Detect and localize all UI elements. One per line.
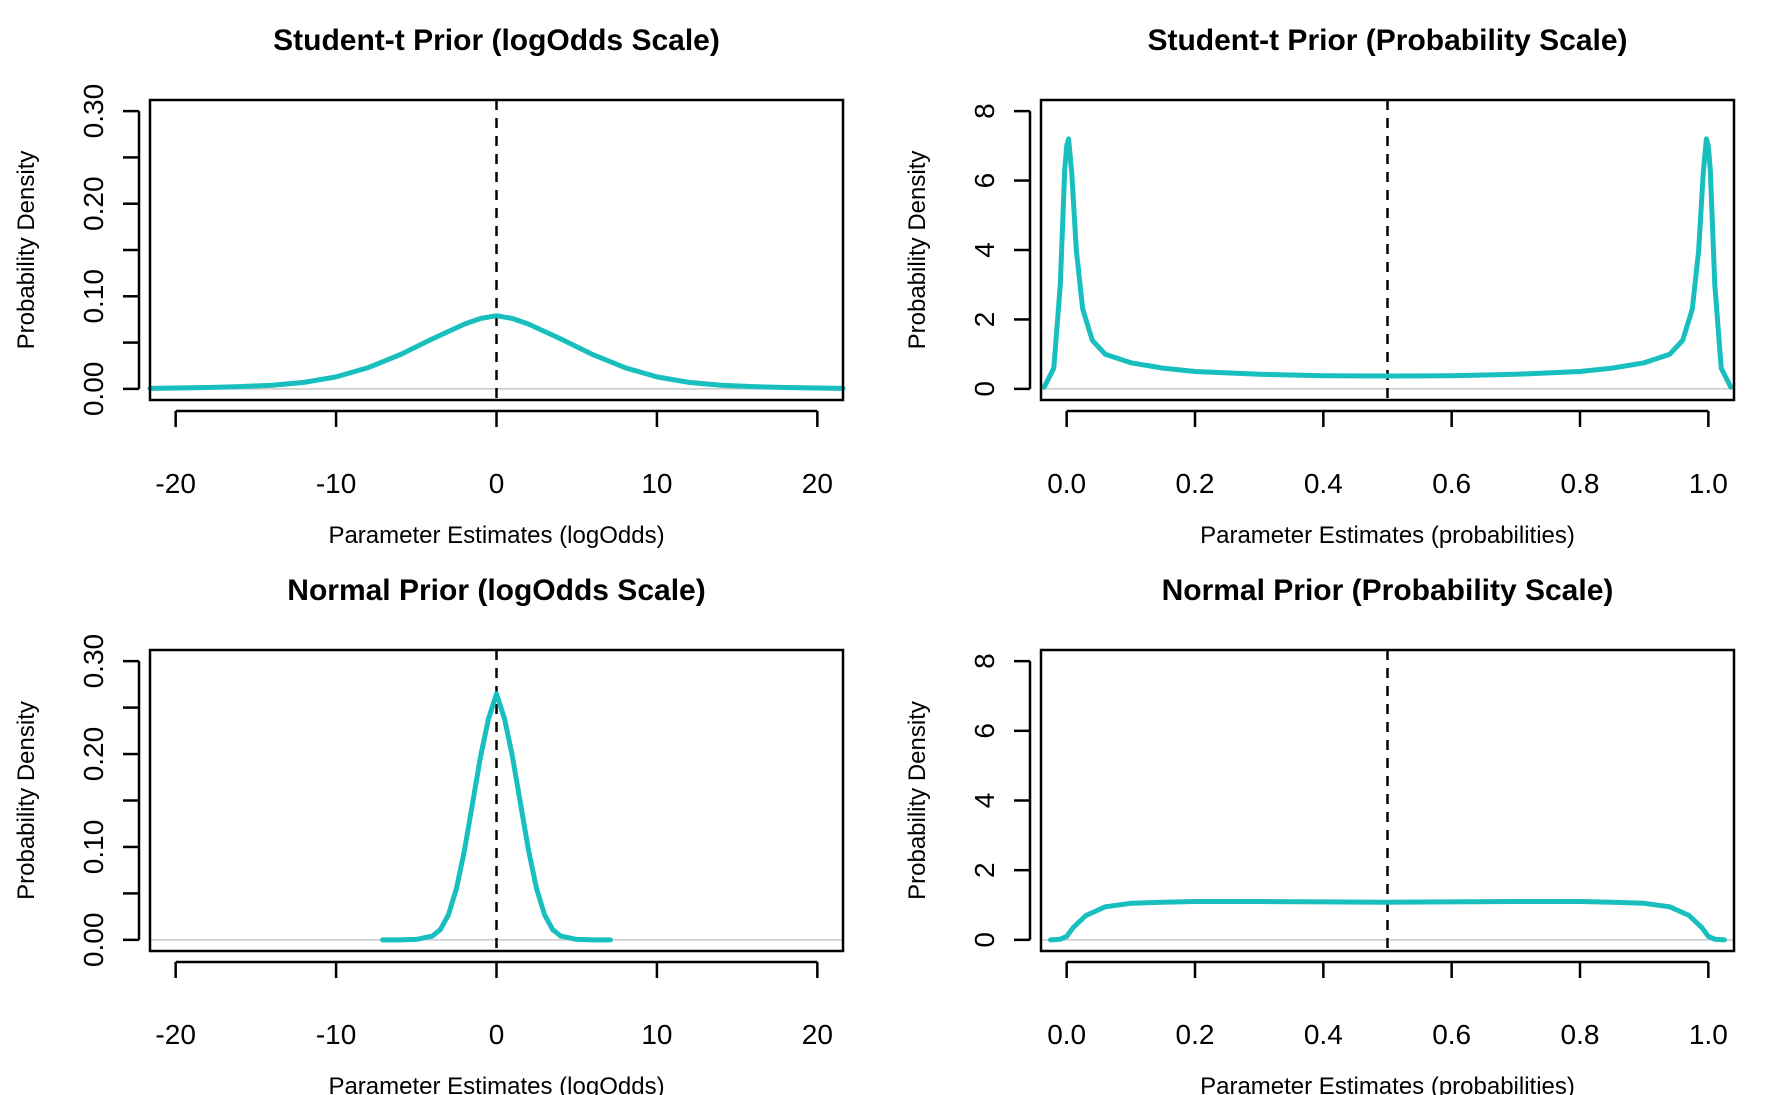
y-tick-label: 8 [969, 653, 1000, 669]
panel-title: Student-t Prior (Probability Scale) [1147, 24, 1627, 57]
y-tick-label: 0 [969, 932, 1000, 948]
panel-title: Normal Prior (logOdds Scale) [287, 574, 705, 607]
y-tick-label: 0.20 [78, 176, 109, 231]
y-tick-label: 0 [969, 381, 1000, 397]
plot-frame [148, 648, 845, 953]
y-axis-label: Probability Density [13, 701, 40, 900]
y-tick-label: 0.10 [78, 820, 109, 875]
y-tick-label: 0.00 [78, 913, 109, 968]
y-tick-label: 0.10 [78, 269, 109, 324]
y-tick-label: 0.20 [78, 727, 109, 782]
x-tick-label: -10 [316, 468, 356, 499]
density-curve [1048, 899, 1727, 943]
y-tick-label: 0.00 [78, 362, 109, 417]
x-axis-label: Parameter Estimates (logOdds) [328, 522, 664, 549]
panel-2: Student-t Prior (Probability Scale) Para… [904, 24, 1736, 549]
x-tick-label: 10 [641, 468, 672, 499]
x-axis-label: Parameter Estimates (probabilities) [1200, 522, 1575, 549]
x-tick-label: 0.2 [1176, 468, 1215, 499]
x-tick-label: 1.0 [1689, 1019, 1728, 1050]
y-tick-label: 0.30 [78, 634, 109, 689]
y-tick-label: 0.30 [78, 84, 109, 139]
density-curve [1041, 136, 1734, 390]
y-axis-label: Probability Density [904, 701, 931, 900]
panel-1: Student-t Prior (logOdds Scale) Paramete… [13, 24, 846, 549]
x-tick-label: 0 [489, 468, 505, 499]
x-tick-label: 1.0 [1689, 468, 1728, 499]
x-tick-label: -20 [155, 1019, 195, 1050]
x-tick-label: -10 [316, 1019, 356, 1050]
plot-frame [148, 98, 845, 402]
y-tick-label: 2 [969, 312, 1000, 328]
x-tick-label: 0.0 [1047, 468, 1086, 499]
y-tick-label: 4 [969, 793, 1000, 809]
y-axis-label: Probability Density [904, 151, 931, 350]
plot-frame [1039, 648, 1736, 953]
x-tick-label: 0.4 [1304, 468, 1343, 499]
x-tick-label: 0.6 [1432, 468, 1471, 499]
x-tick-label: 0.8 [1561, 1019, 1600, 1050]
x-tick-label: 0.8 [1561, 468, 1600, 499]
plot-frame [1039, 98, 1736, 402]
y-tick-label: 6 [969, 173, 1000, 189]
x-tick-label: 0.0 [1047, 1019, 1086, 1050]
density-curve [147, 313, 846, 391]
x-tick-label: 0.6 [1432, 1019, 1471, 1050]
y-axis-label: Probability Density [13, 151, 40, 350]
x-tick-label: 0.2 [1176, 1019, 1215, 1050]
y-tick-label: 8 [969, 103, 1000, 119]
y-tick-label: 6 [969, 723, 1000, 739]
panel-title: Normal Prior (Probability Scale) [1162, 574, 1614, 607]
panel-4: Normal Prior (Probability Scale) Paramet… [904, 574, 1736, 1095]
x-tick-label: 0 [489, 1019, 505, 1050]
x-axis-label: Parameter Estimates (probabilities) [1200, 1073, 1575, 1095]
x-tick-label: 0.4 [1304, 1019, 1343, 1050]
x-tick-label: 10 [641, 1019, 672, 1050]
x-axis-label: Parameter Estimates (logOdds) [328, 1073, 664, 1095]
panel-title: Student-t Prior (logOdds Scale) [273, 24, 720, 57]
y-tick-label: 2 [969, 862, 1000, 878]
x-tick-label: 20 [802, 1019, 833, 1050]
panel-3: Normal Prior (logOdds Scale) Parameter E… [13, 574, 845, 1095]
y-tick-label: 4 [969, 242, 1000, 258]
x-tick-label: -20 [155, 468, 195, 499]
density-curve [380, 691, 613, 943]
x-tick-label: 20 [802, 468, 833, 499]
